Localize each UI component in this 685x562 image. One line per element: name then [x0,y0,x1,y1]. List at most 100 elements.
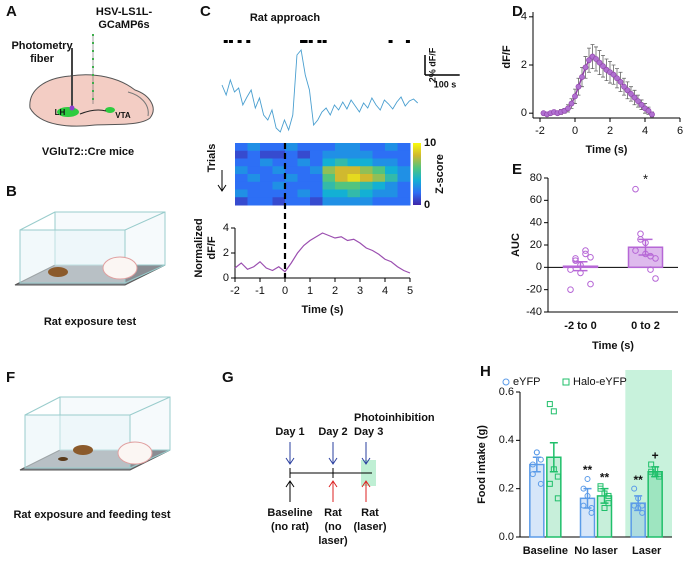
data-point [638,101,645,108]
x-tick-label: 0 to 2 [631,320,660,332]
y-tick-label: -40 [526,306,542,318]
heatmap-cell [235,174,248,183]
condition-label: Rat [361,507,379,519]
heatmap-cell [385,181,398,190]
cage-edges [19,211,166,284]
heatmap-cell [335,143,348,152]
legend-label: eYFP [513,376,541,388]
heatmap-cell [260,143,273,152]
event-mark [300,40,305,43]
x-tick-label: 0 [572,125,578,137]
heatmap-cell [272,166,286,175]
heatmap-cell [310,174,323,183]
y-tick-label: 2 [223,247,229,259]
panel-label: E [512,161,522,178]
x-tick-label: 6 [677,125,683,137]
heatmap-cell [297,174,311,183]
heatmap-cell [347,174,361,183]
data-point [610,71,617,78]
heatmap-cell [235,189,248,198]
annotation: * [643,172,648,187]
heatmap-cell [397,166,411,175]
x-axis-label: Time (s) [302,304,344,316]
heatmap-cell [347,143,361,152]
trials-arrow [217,170,227,192]
heatmap-cell [385,197,398,206]
y-tick-label: 0.4 [499,434,514,446]
heatmap-cell [372,166,386,175]
panel-label: B [6,183,17,200]
annotation: ** [583,463,593,477]
heatmap-cell [372,189,386,198]
scalebar-label: 100 s [434,79,457,89]
event-mark [246,40,251,43]
rat [117,441,153,465]
virus-label: HSV-LS1L- [96,6,153,18]
data-point [601,505,608,511]
y-axis-label: dF/F [206,236,218,259]
brain-illustration [29,34,154,127]
data-point [577,269,584,277]
heatmap-cell [297,181,311,190]
data-point [649,111,655,118]
heatmap-cell [372,181,386,190]
heatmap-cell [235,166,248,175]
data-point [546,480,553,487]
condition-label: (laser) [353,521,386,533]
heatmap-cell [322,143,336,152]
condition-label: laser) [318,535,348,547]
heatmap-cell [285,143,298,152]
day-arrows [285,442,371,465]
bar [529,463,545,538]
heatmap-cell [372,174,386,183]
data-point [624,87,631,94]
data-point [621,83,627,90]
mouse [48,267,68,277]
y-tick-label: 0.2 [499,483,514,495]
heatmap-cell [235,181,248,190]
x-tick-label: 2 [607,125,613,137]
y-axis-label: Trials [206,144,218,173]
heatmap-cell [397,181,411,190]
heatmap-cell [260,197,273,206]
x-tick-label: No laser [574,545,618,557]
fiber-tip [69,105,75,111]
y-tick-label: 0 [521,107,527,119]
data-point [537,456,544,463]
cage-illustration [19,396,171,471]
rat-arrows [328,480,371,502]
event-mark [228,40,233,43]
data-point [529,461,536,468]
caption: VGluT2::Cre mice [42,146,134,158]
data-line [543,55,653,116]
data-point [652,471,659,478]
heatmap-cell [347,197,361,206]
data-point [639,509,646,516]
data-point [584,476,591,482]
heatmap-cell [347,189,361,198]
y-axis-label: Food intake (g) [476,425,488,504]
data-point [580,485,587,492]
heatmap-cell [335,181,348,190]
day-label: Day 2 [318,426,347,438]
heatmap-cell [360,158,373,167]
panel-label: F [6,369,15,386]
heatmap-cell [272,181,286,190]
heatmap-cell [310,197,323,206]
caption: Rat exposure and feeding test [13,509,170,521]
data-point [572,255,579,262]
data-point [632,185,639,193]
food [58,457,68,461]
condition-label: Baseline [267,507,312,519]
data-point [648,461,655,468]
cage-edges [24,396,171,469]
data-point [631,485,638,492]
heatmap-cell [260,166,273,175]
x-tick-label: Baseline [523,545,568,557]
y-tick-label: 80 [530,172,542,184]
data-point [588,505,595,511]
heatmap-cell [385,143,398,152]
heatmap-cell [335,174,348,183]
data-point [533,449,540,456]
x-tick-label: -2 [230,285,240,297]
